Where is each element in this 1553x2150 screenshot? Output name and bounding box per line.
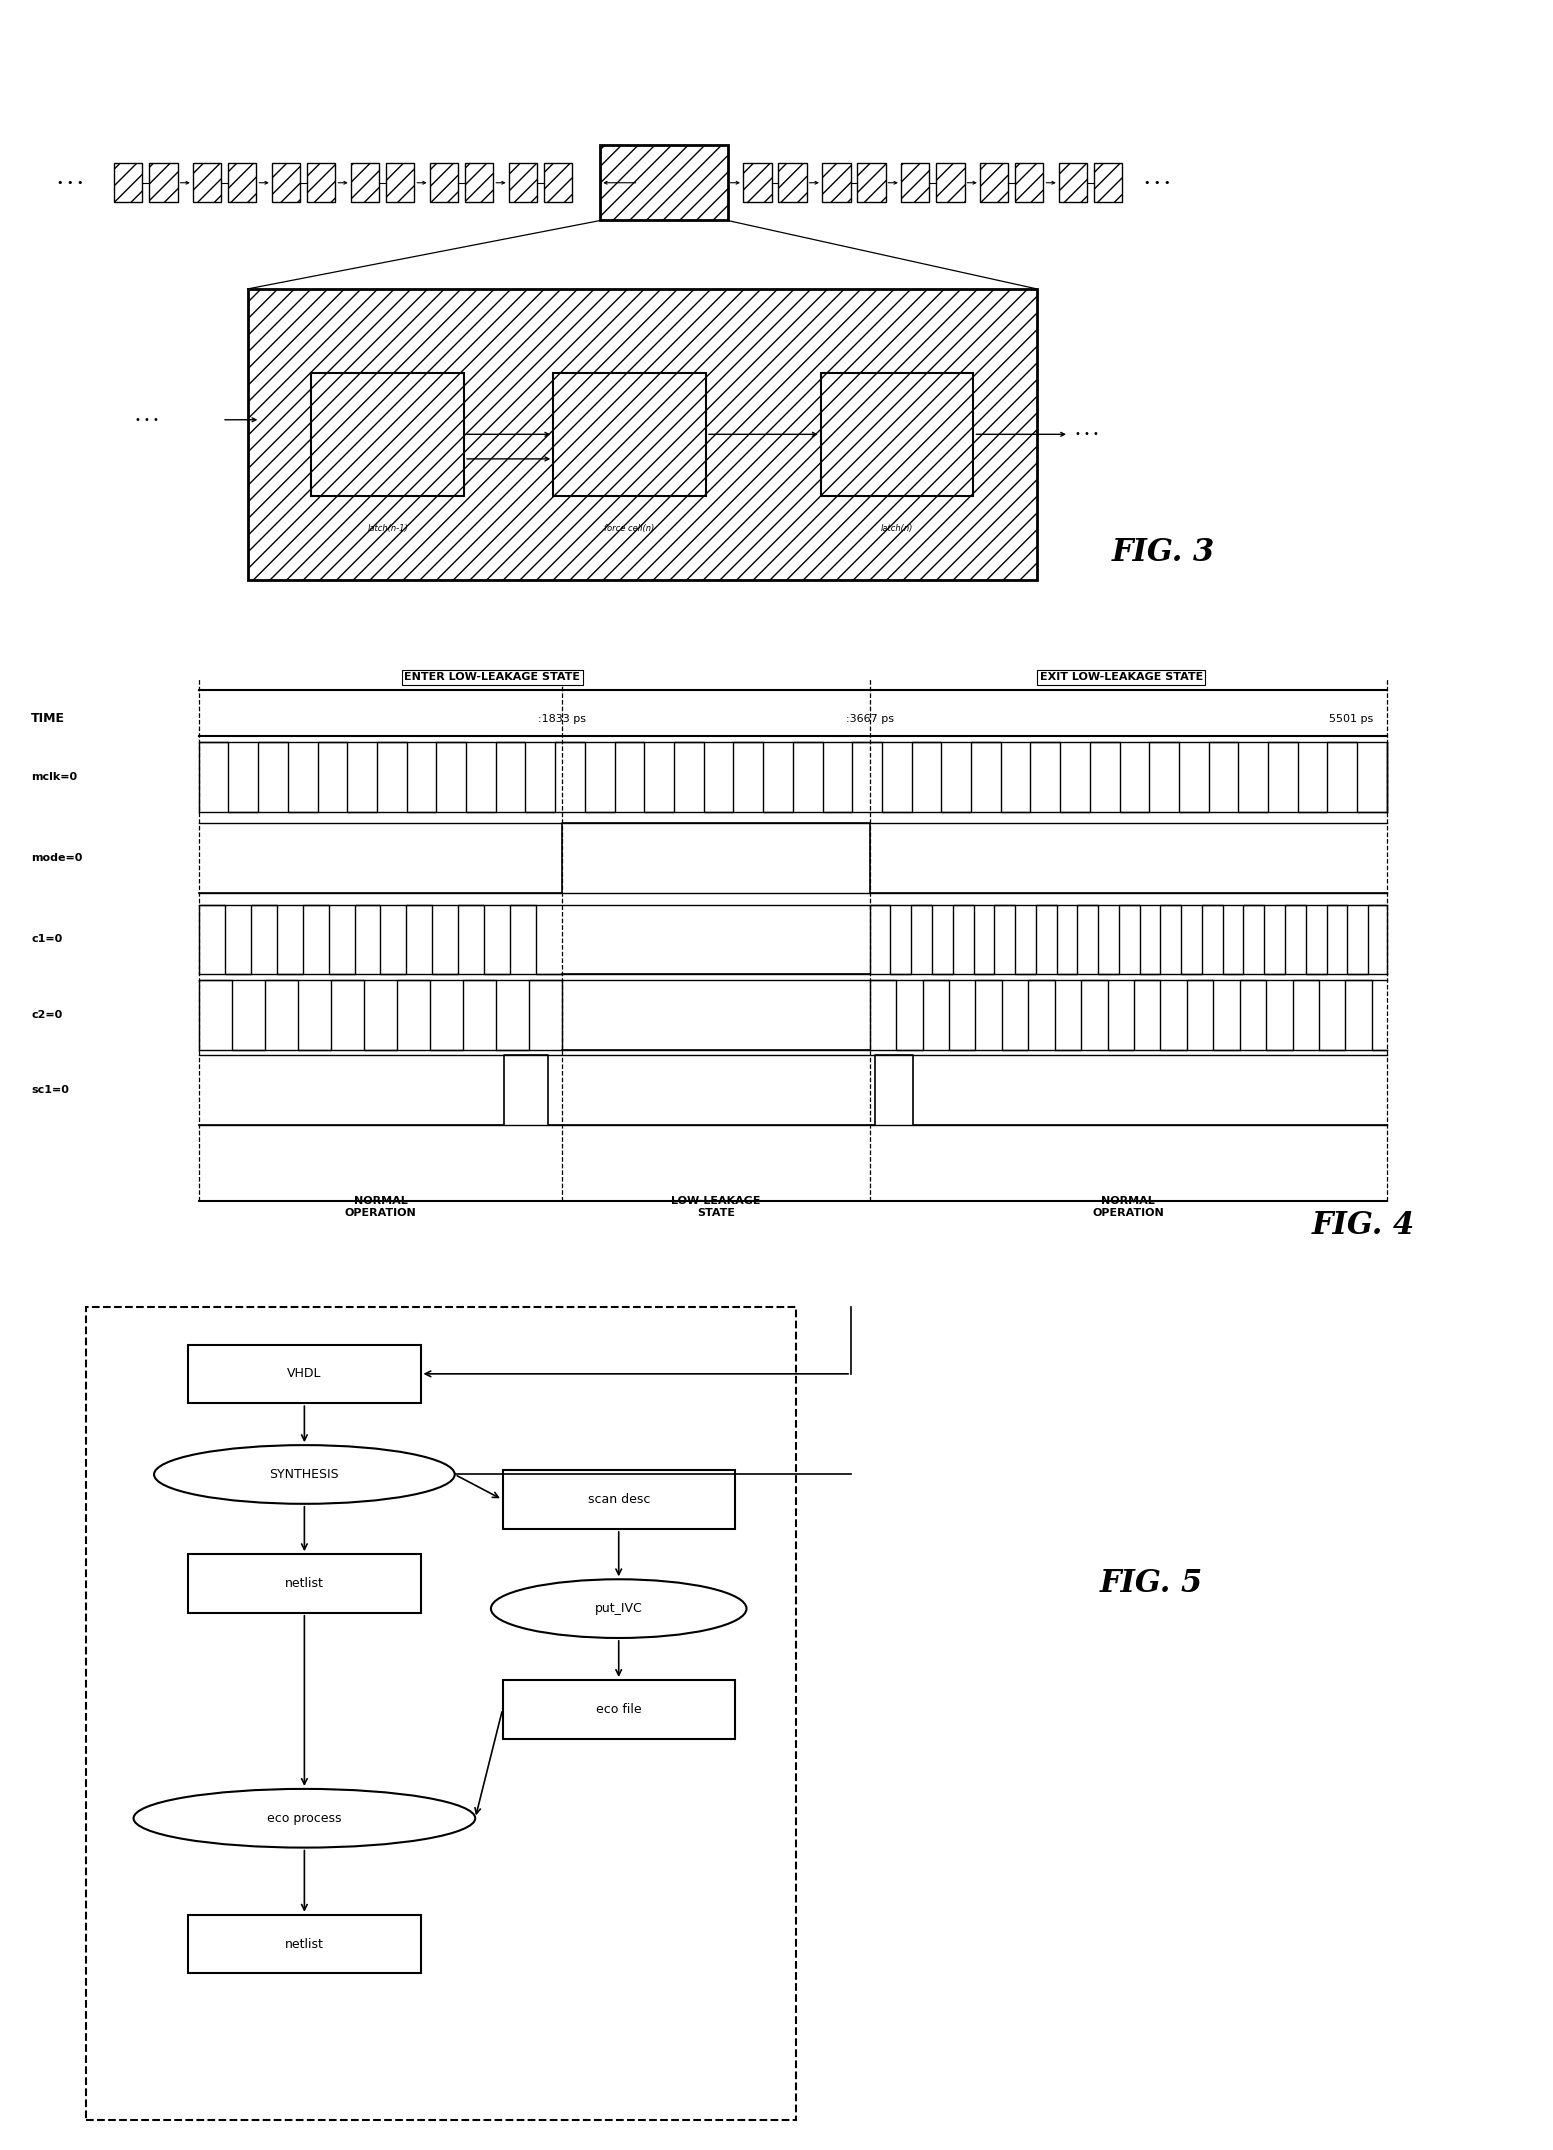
Bar (188, 1554, 421, 1612)
Text: mode=0: mode=0 (31, 854, 82, 862)
Bar (820, 372, 974, 497)
Text: • • •: • • • (1075, 430, 1100, 439)
Ellipse shape (154, 1445, 455, 1503)
Bar (272, 163, 300, 202)
Text: NORMAL
OPERATION: NORMAL OPERATION (1092, 1195, 1165, 1217)
Bar (113, 163, 143, 202)
Text: eco file: eco file (596, 1703, 641, 1716)
Bar (351, 163, 379, 202)
Bar (228, 163, 256, 202)
Text: SYNTHESIS: SYNTHESIS (270, 1468, 339, 1481)
Bar (311, 372, 464, 497)
Bar (193, 163, 222, 202)
Text: FIG. 5: FIG. 5 (1100, 1567, 1204, 1600)
Text: EXIT LOW-LEAKAGE STATE: EXIT LOW-LEAKAGE STATE (1039, 673, 1204, 682)
Bar (1093, 163, 1123, 202)
Text: latch(n): latch(n) (881, 525, 913, 533)
Bar (822, 163, 851, 202)
Bar (188, 1916, 421, 1974)
Text: mclk=0: mclk=0 (31, 772, 78, 783)
Bar (503, 1471, 735, 1529)
Bar (857, 163, 885, 202)
Text: • • •: • • • (56, 178, 82, 187)
Text: • • •: • • • (1145, 178, 1171, 187)
Text: sc1=0: sc1=0 (31, 1086, 68, 1094)
Text: ENTER LOW-LEAKAGE STATE: ENTER LOW-LEAKAGE STATE (404, 673, 581, 682)
Ellipse shape (491, 1580, 747, 1638)
Text: NORMAL
OPERATION: NORMAL OPERATION (345, 1195, 416, 1217)
Text: force cell(n): force cell(n) (604, 525, 655, 533)
Bar (430, 163, 458, 202)
Bar (509, 163, 537, 202)
Text: TIME: TIME (31, 712, 65, 725)
Bar (464, 163, 494, 202)
Text: eco process: eco process (267, 1812, 342, 1825)
Text: c1=0: c1=0 (31, 935, 62, 944)
Bar (1014, 163, 1044, 202)
Text: :3667 ps: :3667 ps (846, 714, 893, 725)
Bar (85, 1307, 797, 2120)
Text: • • •: • • • (135, 415, 158, 426)
Bar (980, 163, 1008, 202)
Bar (544, 163, 573, 202)
Bar (553, 372, 707, 497)
Bar (1059, 163, 1087, 202)
Text: scan desc: scan desc (587, 1492, 649, 1507)
Text: FIG. 4: FIG. 4 (1312, 1210, 1415, 1241)
Bar (307, 163, 335, 202)
Bar (901, 163, 930, 202)
Text: LOW-LEAKAGE
STATE: LOW-LEAKAGE STATE (671, 1195, 761, 1217)
Text: put_IVC: put_IVC (595, 1602, 643, 1615)
Bar (778, 163, 806, 202)
Text: c2=0: c2=0 (31, 1010, 62, 1019)
Bar (149, 163, 177, 202)
Bar (742, 163, 772, 202)
Bar (188, 1344, 421, 1404)
Text: FIG. 3: FIG. 3 (1112, 538, 1216, 568)
Text: :1833 ps: :1833 ps (539, 714, 585, 725)
Ellipse shape (134, 1789, 475, 1847)
Text: latch(n-1): latch(n-1) (367, 525, 408, 533)
Bar (936, 163, 964, 202)
Bar (385, 163, 415, 202)
Bar (247, 288, 1037, 580)
Text: netlist: netlist (284, 1937, 325, 1950)
Bar (503, 1679, 735, 1739)
Text: 5501 ps: 5501 ps (1329, 714, 1373, 725)
Bar (601, 144, 728, 221)
Text: netlist: netlist (284, 1576, 325, 1591)
Text: VHDL: VHDL (287, 1367, 321, 1380)
